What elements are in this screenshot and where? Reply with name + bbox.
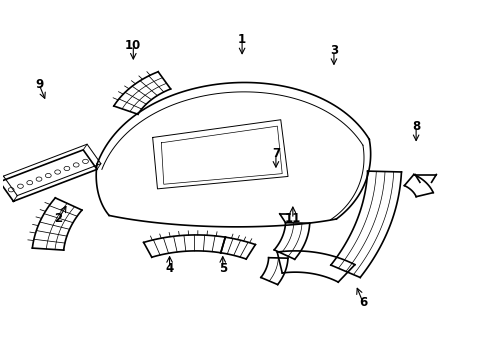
Text: 2: 2	[54, 212, 62, 225]
Text: 4: 4	[165, 262, 173, 275]
Text: 7: 7	[271, 147, 280, 160]
Text: 1: 1	[238, 33, 245, 46]
Text: 3: 3	[329, 44, 337, 57]
Text: 10: 10	[125, 39, 141, 52]
Text: 5: 5	[218, 262, 226, 275]
Text: 6: 6	[358, 296, 366, 309]
Text: 11: 11	[284, 212, 300, 225]
Text: 9: 9	[35, 78, 43, 91]
Text: 8: 8	[411, 120, 419, 133]
